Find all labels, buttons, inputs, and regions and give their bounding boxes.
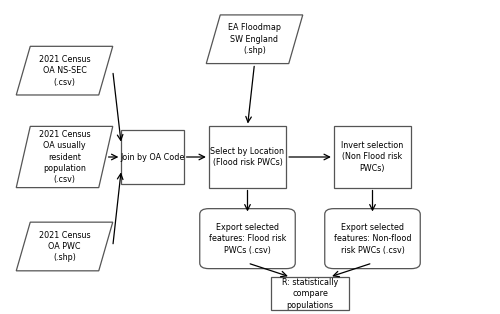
- FancyBboxPatch shape: [325, 208, 420, 269]
- FancyBboxPatch shape: [271, 277, 349, 310]
- FancyBboxPatch shape: [200, 208, 295, 269]
- Text: Join by OA Code: Join by OA Code: [120, 153, 184, 161]
- Text: 2021 Census
OA NS-SEC
(.csv): 2021 Census OA NS-SEC (.csv): [38, 55, 90, 87]
- Text: Select by Location
(Flood risk PWCs): Select by Location (Flood risk PWCs): [210, 147, 284, 167]
- Text: 2021 Census
OA usually
resident
population
(.csv): 2021 Census OA usually resident populati…: [38, 130, 90, 184]
- FancyBboxPatch shape: [209, 127, 286, 188]
- Text: R: statistically
compare
populations: R: statistically compare populations: [282, 278, 338, 310]
- FancyBboxPatch shape: [334, 127, 411, 188]
- FancyBboxPatch shape: [121, 130, 184, 184]
- Polygon shape: [16, 127, 113, 188]
- Polygon shape: [206, 15, 303, 63]
- Text: Invert selection
(Non Flood risk
PWCs): Invert selection (Non Flood risk PWCs): [342, 141, 404, 173]
- Text: 2021 Census
OA PWC
(.shp): 2021 Census OA PWC (.shp): [38, 230, 90, 263]
- Text: Export selected
features: Non-flood
risk PWCs (.csv): Export selected features: Non-flood risk…: [334, 223, 411, 255]
- Text: Export selected
features: Flood risk
PWCs (.csv): Export selected features: Flood risk PWC…: [209, 223, 286, 255]
- Text: EA Floodmap
SW England
(.shp): EA Floodmap SW England (.shp): [228, 23, 281, 55]
- Polygon shape: [16, 222, 113, 271]
- Polygon shape: [16, 46, 113, 95]
